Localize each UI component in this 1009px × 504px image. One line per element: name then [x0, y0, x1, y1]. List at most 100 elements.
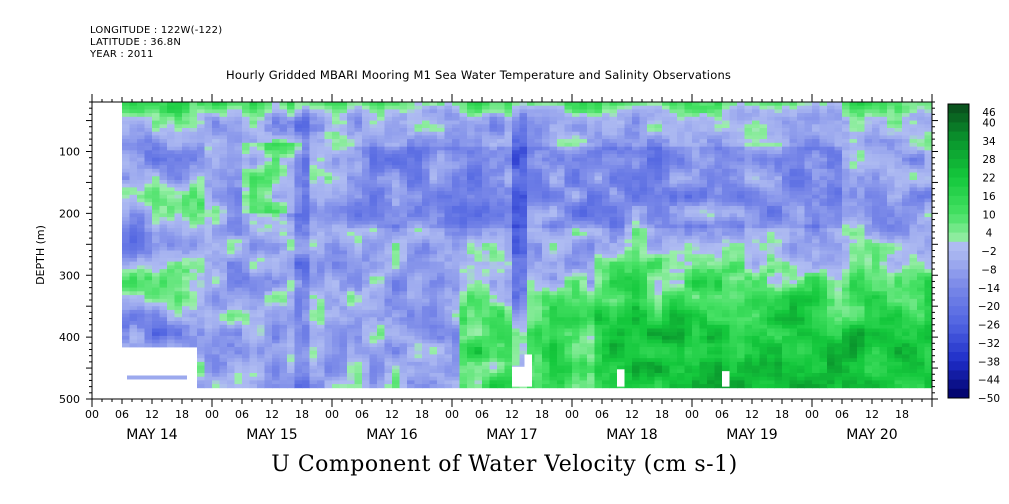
velocity-cell	[159, 202, 168, 207]
velocity-cell	[519, 283, 528, 288]
velocity-cell	[197, 180, 205, 185]
velocity-cell	[189, 280, 198, 285]
velocity-cell	[504, 287, 513, 292]
velocity-cell	[309, 324, 318, 329]
velocity-cell	[317, 332, 325, 337]
velocity-cell	[144, 261, 153, 266]
velocity-cell	[189, 124, 198, 129]
velocity-cell	[234, 180, 243, 185]
velocity-cell	[219, 369, 228, 374]
velocity-cell	[542, 272, 550, 277]
velocity-cell	[242, 180, 250, 185]
velocity-cell	[504, 309, 513, 314]
velocity-cell	[407, 365, 415, 370]
velocity-cell	[332, 231, 340, 236]
velocity-cell	[527, 128, 535, 133]
velocity-cell	[534, 339, 543, 344]
velocity-cell	[137, 109, 145, 114]
velocity-cell	[422, 283, 430, 288]
velocity-cell	[167, 220, 175, 225]
velocity-cell	[579, 321, 588, 326]
velocity-cell	[459, 376, 468, 381]
velocity-cell	[549, 191, 558, 196]
velocity-cell	[549, 187, 558, 192]
velocity-cell	[219, 165, 228, 170]
velocity-cell	[467, 384, 475, 389]
velocity-cell	[204, 224, 213, 229]
velocity-cell	[159, 209, 168, 214]
velocity-cell	[557, 369, 565, 374]
velocity-cell	[257, 269, 265, 274]
velocity-cell	[572, 291, 580, 296]
velocity-cell	[167, 172, 175, 177]
velocity-cell	[129, 283, 138, 288]
velocity-cell	[264, 239, 273, 244]
velocity-cell	[302, 328, 310, 333]
velocity-cell	[384, 269, 393, 274]
velocity-cell	[549, 350, 558, 355]
velocity-cell	[489, 157, 498, 162]
velocity-cell	[347, 358, 355, 363]
velocity-cell	[354, 295, 363, 300]
velocity-cell	[317, 194, 325, 199]
velocity-cell	[452, 384, 460, 389]
velocity-cell	[512, 109, 520, 114]
velocity-cell	[332, 321, 340, 326]
velocity-cell	[182, 128, 190, 133]
velocity-cell	[422, 135, 430, 140]
velocity-cell	[572, 150, 580, 155]
velocity-cell	[317, 309, 325, 314]
velocity-cell	[302, 272, 310, 277]
velocity-cell	[519, 295, 528, 300]
velocity-cell	[519, 154, 528, 159]
velocity-cell	[602, 365, 610, 370]
velocity-cell	[212, 161, 220, 166]
velocity-cell	[579, 272, 588, 277]
velocity-cell	[204, 298, 213, 303]
velocity-cell	[444, 373, 453, 378]
velocity-cell	[309, 287, 318, 292]
velocity-cell	[542, 250, 550, 255]
velocity-cell	[527, 113, 535, 118]
velocity-cell	[467, 209, 475, 214]
velocity-cell	[399, 116, 408, 121]
velocity-cell	[602, 202, 610, 207]
velocity-cell	[452, 239, 460, 244]
velocity-cell	[377, 243, 385, 248]
velocity-cell	[452, 295, 460, 300]
velocity-cell	[542, 198, 550, 203]
velocity-cell	[587, 176, 595, 181]
velocity-cell	[459, 113, 468, 118]
velocity-cell	[512, 205, 520, 210]
velocity-cell	[302, 350, 310, 355]
velocity-cell	[257, 306, 265, 311]
velocity-cell	[437, 213, 445, 218]
velocity-cell	[429, 202, 438, 207]
velocity-cell	[324, 113, 333, 118]
velocity-cell	[272, 183, 280, 188]
velocity-cell	[189, 205, 198, 210]
velocity-cell	[317, 128, 325, 133]
velocity-cell	[534, 183, 543, 188]
velocity-cell	[474, 291, 483, 296]
velocity-cell	[579, 220, 588, 225]
velocity-cell	[542, 246, 550, 251]
velocity-cell	[512, 183, 520, 188]
velocity-cell	[294, 309, 303, 314]
velocity-cell	[189, 328, 198, 333]
velocity-cell	[332, 380, 340, 385]
velocity-cell	[182, 191, 190, 196]
velocity-cell	[302, 332, 310, 337]
velocity-cell	[384, 198, 393, 203]
velocity-cell	[249, 287, 258, 292]
velocity-cell	[542, 265, 550, 270]
velocity-cell	[189, 139, 198, 144]
velocity-cell	[572, 287, 580, 292]
velocity-cell	[159, 295, 168, 300]
velocity-cell	[474, 109, 483, 114]
velocity-cell	[437, 105, 445, 110]
velocity-cell	[122, 224, 130, 229]
velocity-cell	[242, 339, 250, 344]
velocity-cell	[317, 220, 325, 225]
velocity-cell	[407, 224, 415, 229]
